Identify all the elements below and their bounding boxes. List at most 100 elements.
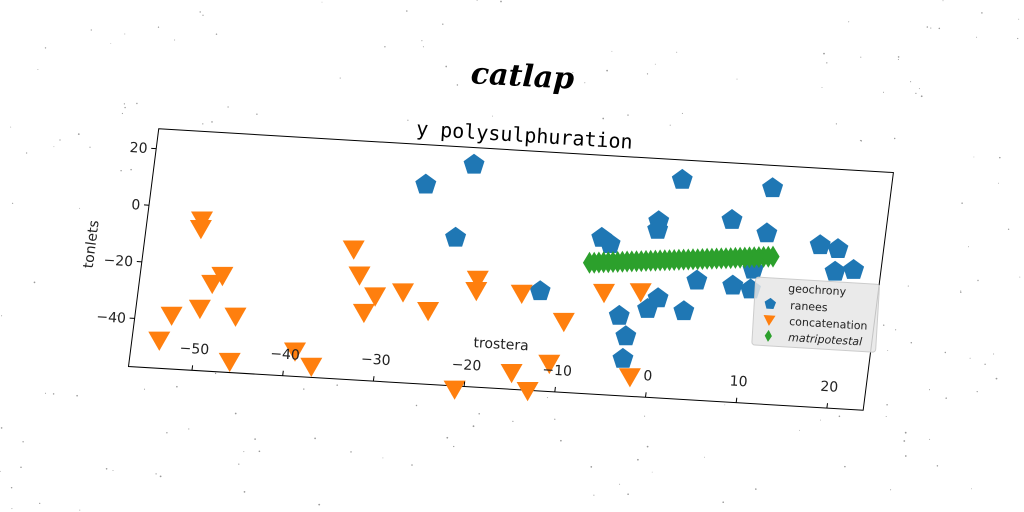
speckle-dot (77, 133, 80, 135)
speckle-dot (619, 483, 621, 485)
data-point (415, 173, 437, 194)
speckle-dot (976, 36, 978, 38)
speckle-dot (79, 509, 81, 511)
data-point (629, 283, 652, 303)
speckle-dot (554, 418, 556, 420)
speckle-dot (121, 112, 123, 115)
x-tick-label: −10 (542, 362, 572, 380)
speckle-dot (512, 420, 514, 423)
speckle-dot (243, 451, 245, 453)
speckle-dot (821, 87, 823, 89)
speckle-dot (897, 58, 899, 60)
speckle-dot (669, 124, 671, 126)
speckle-dot (202, 14, 204, 16)
speckle-dot (904, 431, 907, 434)
speckle-dot (79, 207, 81, 209)
data-point (218, 352, 241, 373)
series-ranees (415, 153, 865, 368)
data-point (673, 300, 695, 321)
speckle-dot (336, 384, 338, 386)
data-point (766, 245, 780, 268)
speckle-dot (1018, 18, 1020, 20)
speckle-dot (644, 415, 646, 417)
speckle-dot (157, 26, 160, 28)
speckle-dot (844, 465, 846, 468)
speckle-dot (928, 389, 931, 391)
speckle-dot (606, 69, 608, 72)
x-tick-mark (191, 365, 194, 371)
speckle-dot (799, 429, 801, 431)
speckle-dot (890, 489, 892, 491)
data-point (148, 331, 171, 351)
speckle-dot (637, 458, 639, 461)
speckle-dot (453, 445, 455, 448)
data-point (552, 312, 575, 333)
speckle-dot (59, 139, 61, 141)
data-point (465, 282, 488, 302)
speckle-dot (155, 473, 157, 475)
speckle-dot (350, 451, 352, 453)
x-tick-label: −20 (451, 357, 481, 375)
legend-marker-matripotestal (764, 329, 772, 342)
speckle-dot (611, 50, 613, 52)
speckle-dot (159, 475, 162, 478)
speckle-dot (646, 445, 649, 448)
speckle-dot (90, 29, 92, 31)
speckle-dot (445, 65, 448, 68)
speckle-dot (590, 466, 593, 468)
speckle-dot (915, 92, 917, 95)
speckle-dot (472, 425, 475, 428)
speckle-dot (895, 329, 897, 331)
speckle-dot (76, 394, 78, 397)
speckle-dot (174, 39, 176, 41)
data-point (756, 222, 778, 243)
speckle-dot (897, 56, 900, 58)
data-point (364, 287, 387, 307)
data-point (500, 364, 523, 384)
speckle-dot (303, 388, 305, 390)
legend-frame (751, 276, 880, 353)
speckle-dot (314, 437, 316, 440)
y-tick-label: −40 (96, 309, 126, 327)
speckle-dot (627, 114, 629, 116)
speckle-dot (646, 73, 649, 75)
speckle-dot (930, 27, 932, 29)
chart-legend: geochronyraneesconcatenationmatripotesta… (751, 276, 880, 353)
speckle-dot (446, 436, 449, 439)
speckle-dot (944, 351, 947, 354)
data-point (348, 266, 371, 286)
x-axis-ticks: −50 −40 −30 −20 −10 0 10 20 (179, 341, 839, 409)
speckle-dot (500, 0, 502, 3)
data-point (671, 168, 693, 189)
speckle-dot (10, 486, 13, 489)
speckle-dot (546, 397, 548, 399)
speckle-dot (970, 488, 972, 490)
speckle-dot (39, 502, 41, 505)
speckle-dot (968, 246, 969, 248)
speckle-dot (904, 455, 907, 457)
speckle-dot (25, 152, 28, 154)
speckle-dot (130, 168, 132, 171)
legend-label: ranees (790, 299, 828, 314)
y-axis-ticks: 20 0 −20 −40 (96, 140, 157, 327)
legend-title: geochrony (788, 282, 847, 298)
speckle-dot (11, 508, 13, 510)
speckle-dot (166, 432, 168, 434)
speckle-dot (885, 416, 887, 417)
x-tick-label: −40 (270, 346, 300, 364)
speckle-dot (627, 493, 629, 495)
speckle-dot (887, 349, 889, 351)
speckle-dot (119, 320, 121, 322)
speckle-dot (820, 419, 822, 421)
speckle-dot (526, 84, 528, 86)
data-point (612, 347, 634, 368)
data-point (721, 209, 743, 229)
y-tick-label: −20 (103, 253, 133, 271)
data-point (762, 177, 784, 198)
data-point (189, 220, 212, 240)
data-point (224, 307, 247, 327)
speckle-dot (422, 46, 424, 48)
speckle-dot (411, 464, 413, 466)
speckle-dot (882, 324, 885, 326)
